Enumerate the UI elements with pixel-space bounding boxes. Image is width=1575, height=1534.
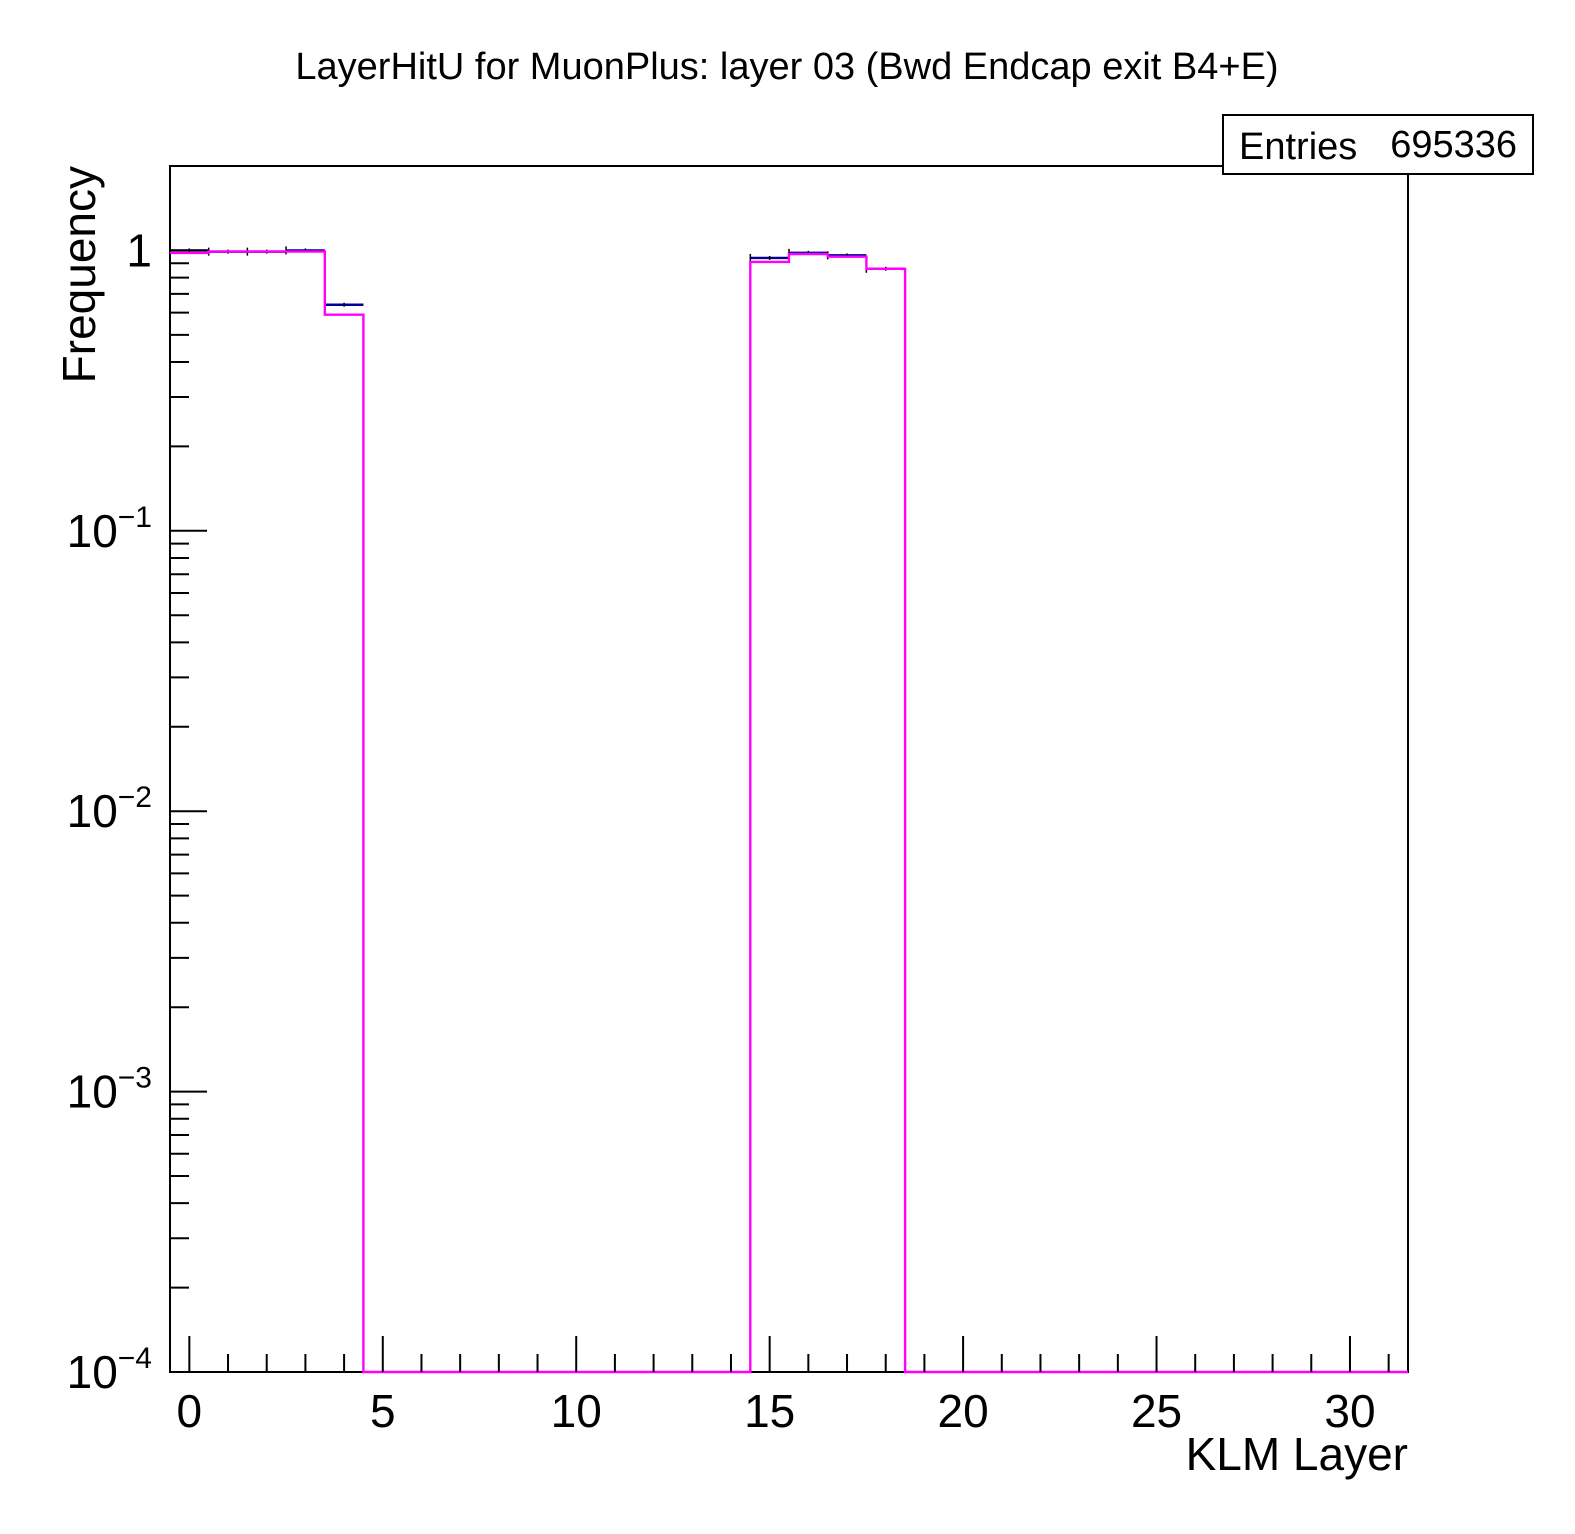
reference-histogram-line — [170, 250, 1408, 1374]
x-tick-label: 5 — [370, 1385, 396, 1437]
stats-entries-value: 695336 — [1390, 124, 1517, 166]
y-axis-title: Frequency — [53, 166, 105, 383]
chart-title: LayerHitU for MuonPlus: layer 03 (Bwd En… — [295, 46, 1278, 88]
y-axis: 1 10−1 10−2 10−3 10−4 — [67, 165, 207, 1398]
y-tick-label: 1 — [126, 224, 152, 276]
y-tick-label: 10−1 — [67, 501, 152, 557]
y-tick-label: 10−4 — [67, 1342, 152, 1398]
y-tick-label: 10−3 — [67, 1062, 152, 1118]
y-tick-label: 10−2 — [67, 781, 152, 837]
stats-entries-label: Entries — [1239, 126, 1357, 168]
x-axis: 0 5 10 15 20 25 30 — [177, 1336, 1390, 1437]
x-tick-label: 20 — [938, 1385, 989, 1437]
x-axis-title: KLM Layer — [1186, 1428, 1408, 1480]
x-tick-label: 10 — [551, 1385, 602, 1437]
stats-box: Entries 695336 — [1222, 114, 1534, 175]
plot-frame — [169, 165, 1409, 1373]
x-tick-label: 25 — [1131, 1385, 1182, 1437]
x-tick-label: 15 — [744, 1385, 795, 1437]
x-tick-label: 30 — [1324, 1385, 1375, 1437]
series-layer — [169, 246, 1408, 1374]
x-tick-label: 0 — [177, 1385, 203, 1437]
